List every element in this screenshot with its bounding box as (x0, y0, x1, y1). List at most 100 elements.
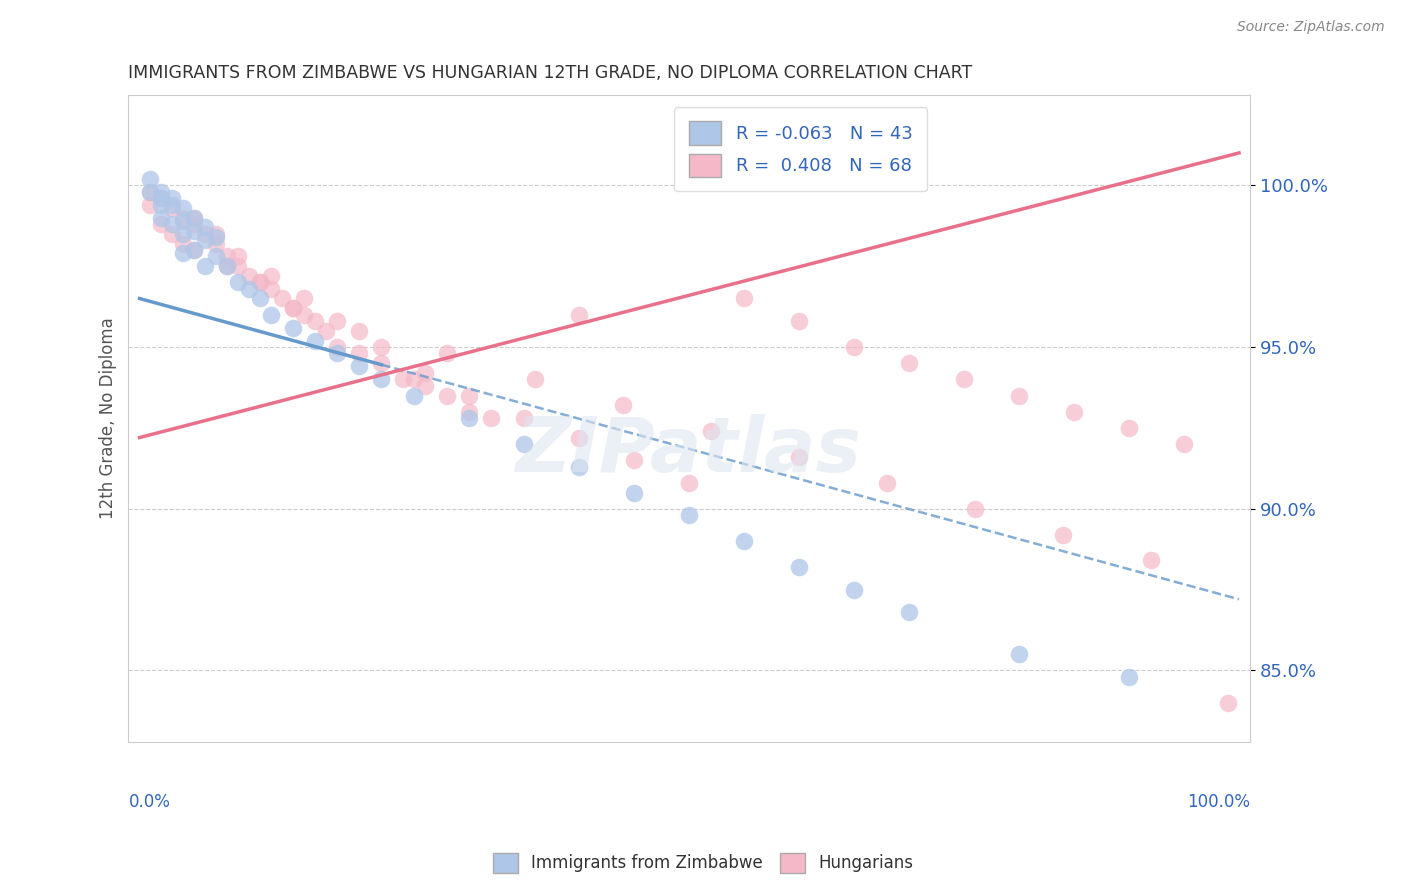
Y-axis label: 12th Grade, No Diploma: 12th Grade, No Diploma (100, 318, 117, 519)
Point (194, 227, 217, 241)
Point (162, 201, 184, 215)
Point (162, 191, 184, 205)
Point (260, 282, 283, 296)
Point (139, 185, 162, 199)
Point (238, 282, 260, 296)
Point (953, 372, 976, 386)
Point (404, 372, 426, 386)
Point (1173, 437, 1195, 451)
Point (292, 292, 315, 306)
Point (162, 197, 184, 211)
Point (326, 314, 349, 328)
Point (194, 259, 217, 273)
Point (249, 276, 271, 290)
Point (292, 308, 315, 322)
Point (260, 268, 283, 283)
Point (415, 366, 437, 380)
Point (139, 197, 162, 211)
Point (787, 560, 810, 574)
Point (787, 314, 810, 328)
Point (844, 582, 866, 597)
Point (172, 211, 194, 225)
Point (150, 185, 173, 199)
Point (315, 324, 337, 338)
Point (1008, 388, 1031, 402)
Point (1052, 527, 1074, 541)
Point (898, 605, 921, 619)
Point (217, 259, 239, 273)
Point (436, 346, 458, 360)
Point (172, 201, 194, 215)
Point (370, 340, 392, 354)
Point (436, 388, 458, 402)
Point (612, 398, 634, 412)
Point (700, 424, 723, 438)
Point (787, 450, 810, 464)
Point (349, 324, 371, 338)
Legend: Immigrants from Zimbabwe, Hungarians: Immigrants from Zimbabwe, Hungarians (486, 847, 920, 880)
Point (139, 185, 162, 199)
Point (183, 211, 205, 225)
Point (1118, 421, 1140, 435)
Point (228, 249, 250, 263)
Point (205, 230, 228, 244)
Point (304, 314, 326, 328)
Point (183, 243, 205, 257)
Point (150, 217, 173, 231)
Point (568, 431, 591, 445)
Point (326, 346, 349, 360)
Point (139, 171, 162, 186)
Point (568, 308, 591, 322)
Point (183, 211, 205, 225)
Point (194, 220, 217, 235)
Point (260, 308, 283, 322)
Point (217, 249, 239, 263)
Point (249, 292, 271, 306)
Point (733, 292, 755, 306)
Point (965, 501, 987, 516)
Point (194, 233, 217, 247)
Text: 100.0%: 100.0% (1187, 793, 1250, 812)
Point (1063, 405, 1085, 419)
Point (623, 485, 645, 500)
Point (205, 249, 228, 263)
Point (458, 405, 481, 419)
Point (623, 453, 645, 467)
Point (1118, 670, 1140, 684)
Point (524, 372, 547, 386)
Point (513, 437, 536, 451)
Point (370, 356, 392, 370)
Point (513, 411, 536, 425)
Point (238, 268, 260, 283)
Point (283, 320, 305, 334)
Point (271, 292, 294, 306)
Point (162, 217, 184, 231)
Point (458, 388, 481, 402)
Point (898, 356, 921, 370)
Point (172, 246, 194, 260)
Point (150, 191, 173, 205)
Text: ZIPatlas: ZIPatlas (516, 414, 862, 488)
Point (205, 227, 228, 241)
Text: IMMIGRANTS FROM ZIMBABWE VS HUNGARIAN 12TH GRADE, NO DIPLOMA CORRELATION CHART: IMMIGRANTS FROM ZIMBABWE VS HUNGARIAN 12… (128, 64, 973, 82)
Point (217, 259, 239, 273)
Point (479, 411, 502, 425)
Point (568, 459, 591, 474)
Point (283, 301, 305, 316)
Point (228, 259, 250, 273)
Point (349, 346, 371, 360)
Point (183, 223, 205, 237)
Point (304, 334, 326, 348)
Point (172, 214, 194, 228)
Point (876, 475, 898, 490)
Point (172, 227, 194, 241)
Point (458, 411, 481, 425)
Point (283, 301, 305, 316)
Point (392, 372, 415, 386)
Point (678, 475, 700, 490)
Point (183, 243, 205, 257)
Point (1008, 648, 1031, 662)
Text: 0.0%: 0.0% (128, 793, 170, 812)
Point (404, 388, 426, 402)
Point (415, 379, 437, 393)
